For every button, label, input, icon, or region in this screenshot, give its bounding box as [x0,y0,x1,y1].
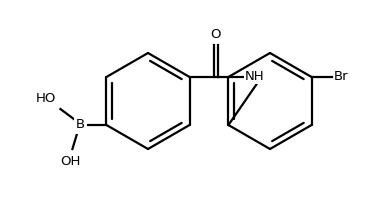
Text: O: O [210,28,221,41]
Text: OH: OH [60,155,80,168]
Text: HO: HO [36,92,56,105]
Text: B: B [76,118,85,131]
Text: Br: Br [334,70,348,84]
Text: NH: NH [244,70,264,84]
